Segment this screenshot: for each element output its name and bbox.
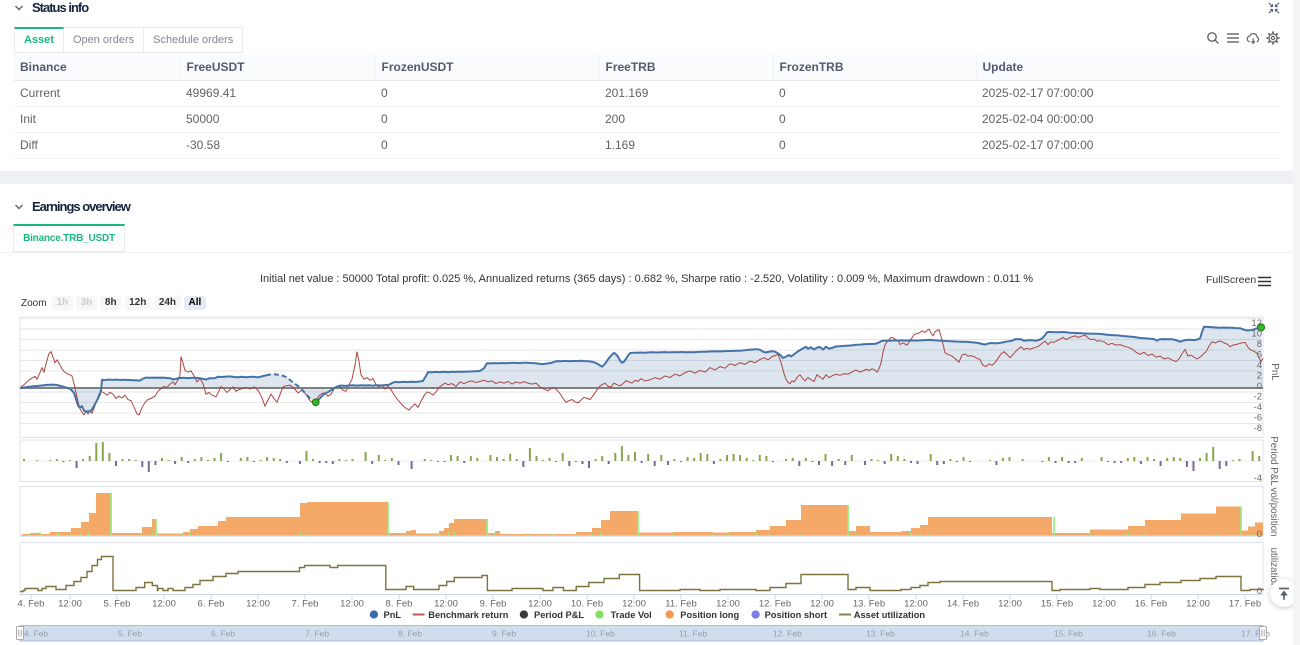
svg-text:Trade Vol: Trade Vol [611, 610, 652, 620]
svg-text:Position long: Position long [680, 610, 739, 620]
svg-text:12. Feb: 12. Feb [773, 629, 802, 639]
svg-text:Period P&L: Period P&L [534, 610, 584, 620]
svg-text:8. Feb: 8. Feb [398, 629, 422, 639]
svg-text:13. Feb: 13. Feb [853, 599, 885, 610]
svg-text:6. Feb: 6. Feb [211, 629, 235, 639]
svg-text:12:00: 12:00 [1186, 599, 1210, 610]
svg-text:10: 10 [1251, 329, 1262, 340]
svg-text:8: 8 [1257, 339, 1262, 350]
svg-text:7. Feb: 7. Feb [305, 629, 329, 639]
svg-text:utilization: utilization [1268, 548, 1279, 589]
svg-text:4. Feb: 4. Feb [18, 599, 45, 610]
svg-text:12: 12 [1251, 318, 1262, 329]
svg-text:14. Feb: 14. Feb [947, 599, 979, 610]
svg-text:0: 0 [1257, 586, 1262, 597]
svg-text:5. Feb: 5. Feb [118, 629, 142, 639]
svg-text:7. Feb: 7. Feb [292, 599, 319, 610]
svg-text:12:00: 12:00 [528, 599, 552, 610]
svg-text:12:00: 12:00 [810, 599, 834, 610]
svg-text:12:00: 12:00 [904, 599, 928, 610]
svg-text:17. Feb: 17. Feb [1229, 599, 1261, 610]
svg-text:12:00: 12:00 [998, 599, 1022, 610]
svg-text:2: 2 [1257, 371, 1262, 382]
svg-text:17. Feb: 17. Feb [1241, 629, 1270, 639]
svg-text:4: 4 [1257, 360, 1262, 371]
svg-text:12:00: 12:00 [622, 599, 646, 610]
svg-text:-4: -4 [1254, 473, 1262, 484]
svg-text:0: 0 [1257, 381, 1262, 392]
svg-text:12. Feb: 12. Feb [759, 599, 791, 610]
svg-text:12:00: 12:00 [1092, 599, 1116, 610]
svg-text:0: 0 [1257, 529, 1262, 540]
svg-text:12:00: 12:00 [58, 599, 82, 610]
svg-text:4. Feb: 4. Feb [24, 629, 48, 639]
svg-text:15. Feb: 15. Feb [1041, 599, 1073, 610]
svg-text:PnL: PnL [1269, 363, 1280, 381]
svg-text:Period P&L: Period P&L [1268, 436, 1279, 486]
svg-text:Asset utilization: Asset utilization [854, 610, 926, 620]
svg-text:-4: -4 [1254, 402, 1262, 413]
svg-text:16. Feb: 16. Feb [1135, 599, 1167, 610]
svg-text:14. Feb: 14. Feb [960, 629, 989, 639]
svg-text:-2: -2 [1254, 392, 1262, 403]
svg-text:Benchmark return: Benchmark return [428, 610, 508, 620]
svg-text:11. Feb: 11. Feb [665, 599, 697, 610]
svg-text:12:00: 12:00 [716, 599, 740, 610]
svg-text:5. Feb: 5. Feb [104, 599, 131, 610]
svg-text:-8: -8 [1254, 423, 1262, 434]
svg-text:vol/position: vol/position [1268, 487, 1279, 536]
svg-text:12:00: 12:00 [152, 599, 176, 610]
svg-text:12:00: 12:00 [434, 599, 458, 610]
svg-text:12:00: 12:00 [340, 599, 364, 610]
svg-text:15. Feb: 15. Feb [1054, 629, 1083, 639]
svg-text:10. Feb: 10. Feb [586, 629, 615, 639]
svg-text:11. Feb: 11. Feb [679, 629, 707, 639]
svg-text:9. Feb: 9. Feb [480, 599, 507, 610]
svg-text:-6: -6 [1254, 413, 1262, 424]
svg-text:8. Feb: 8. Feb [386, 599, 413, 610]
svg-text:9. Feb: 9. Feb [492, 629, 516, 639]
svg-text:10. Feb: 10. Feb [571, 599, 603, 610]
svg-text:PnL: PnL [384, 610, 402, 620]
svg-text:6. Feb: 6. Feb [198, 599, 225, 610]
svg-text:16. Feb: 16. Feb [1147, 629, 1176, 639]
svg-text:6: 6 [1257, 350, 1262, 361]
svg-text:Position short: Position short [765, 610, 828, 620]
svg-text:13. Feb: 13. Feb [866, 629, 895, 639]
svg-text:12:00: 12:00 [246, 599, 270, 610]
